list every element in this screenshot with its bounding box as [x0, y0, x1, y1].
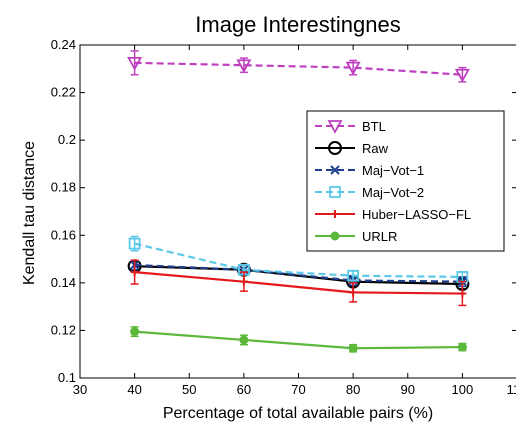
data-point	[345, 61, 361, 76]
data-point	[128, 237, 141, 250]
y-tick-label: 0.14	[51, 275, 76, 290]
data-point	[130, 327, 140, 337]
x-tick-label: 50	[182, 382, 196, 397]
legend-marker-shape	[330, 165, 340, 175]
legend-marker-shape	[331, 210, 339, 218]
legend-label: Raw	[362, 141, 389, 156]
y-tick-label: 0.24	[51, 37, 76, 52]
chart-title: Image Interestingnes	[195, 12, 400, 37]
data-point-shape	[348, 343, 358, 353]
data-point	[347, 269, 360, 282]
data-point	[454, 68, 470, 83]
legend-marker-shape	[330, 231, 340, 241]
x-tick-label: 80	[346, 382, 360, 397]
data-point-shape	[236, 59, 252, 74]
data-point	[239, 335, 249, 345]
series-line	[134, 271, 463, 295]
legend: BTL Raw Maj−Vot−1 Maj−Vot−2 Huber−LASSO−FL UR…	[306, 110, 505, 252]
data-point	[457, 342, 467, 352]
legend-marker-shape	[328, 141, 342, 155]
data-point-shape	[130, 327, 140, 337]
data-point-shape	[239, 277, 248, 286]
data-point-shape	[239, 335, 249, 345]
legend-marker	[330, 231, 340, 241]
legend-item: Maj−Vot−1	[315, 163, 424, 178]
x-tick-label: 90	[401, 382, 415, 397]
legend-marker	[327, 120, 343, 134]
y-tick-label: 0.16	[51, 227, 76, 242]
y-tick-label: 0.22	[51, 85, 76, 100]
data-point-shape	[347, 269, 360, 282]
legend-item: URLR	[315, 229, 397, 244]
data-point-shape	[127, 56, 143, 71]
legend-marker	[328, 141, 342, 155]
data-point	[130, 268, 139, 277]
data-point	[458, 289, 467, 298]
data-point-shape	[349, 288, 358, 297]
series-layer	[127, 50, 470, 353]
y-tick-label: 0.2	[58, 132, 76, 147]
legend-label: Maj−Vot−2	[362, 185, 424, 200]
y-tick-label: 0.18	[51, 180, 76, 195]
data-point-shape	[454, 68, 470, 83]
data-point	[349, 288, 358, 297]
series-4	[130, 259, 467, 307]
series-line	[134, 330, 463, 350]
y-tick-label: 0.12	[51, 322, 76, 337]
x-tick-label: 100	[452, 382, 474, 397]
x-axis-label: Percentage of total available pairs (%)	[163, 405, 433, 422]
data-point-shape	[457, 342, 467, 352]
x-tick-label: 60	[237, 382, 251, 397]
legend-item: BTL	[315, 119, 386, 134]
legend-marker	[331, 210, 339, 218]
legend-item: Raw	[315, 141, 389, 156]
data-point	[348, 343, 358, 353]
legend-label: BTL	[362, 119, 386, 134]
legend-marker-shape	[327, 120, 343, 134]
legend-marker-shape	[329, 186, 341, 198]
x-tick-label: 30	[73, 382, 87, 397]
legend-marker	[329, 186, 341, 198]
axes: 30 40 50 60 70 80 90 100 110 0.1 0.12 0.14 0.16 0.18 0…	[51, 37, 516, 397]
legend-marker	[330, 165, 340, 175]
data-point-shape	[458, 289, 467, 298]
data-point	[236, 59, 252, 74]
series-line	[134, 61, 463, 76]
legend-label: URLR	[362, 229, 397, 244]
legend-label: Maj−Vot−1	[362, 163, 424, 178]
series-line	[134, 242, 463, 279]
data-point	[127, 56, 143, 71]
x-tick-label: 70	[291, 382, 305, 397]
legend-label: Huber−LASSO−FL	[362, 207, 471, 222]
data-point-shape	[130, 268, 139, 277]
data-point	[239, 277, 248, 286]
legend-item: Huber−LASSO−FL	[315, 207, 471, 222]
legend-item: Maj−Vot−2	[315, 185, 424, 200]
x-tick-label: 110	[507, 382, 516, 397]
data-point-shape	[345, 61, 361, 76]
legend-box	[306, 110, 505, 252]
y-tick-label: 0.1	[58, 370, 76, 385]
x-tick-label: 40	[127, 382, 141, 397]
series-5	[130, 326, 467, 353]
y-axis-label: Kendall tau distance	[21, 141, 38, 285]
series-line	[134, 265, 463, 286]
series-0	[127, 50, 470, 83]
data-point-shape	[128, 237, 141, 250]
